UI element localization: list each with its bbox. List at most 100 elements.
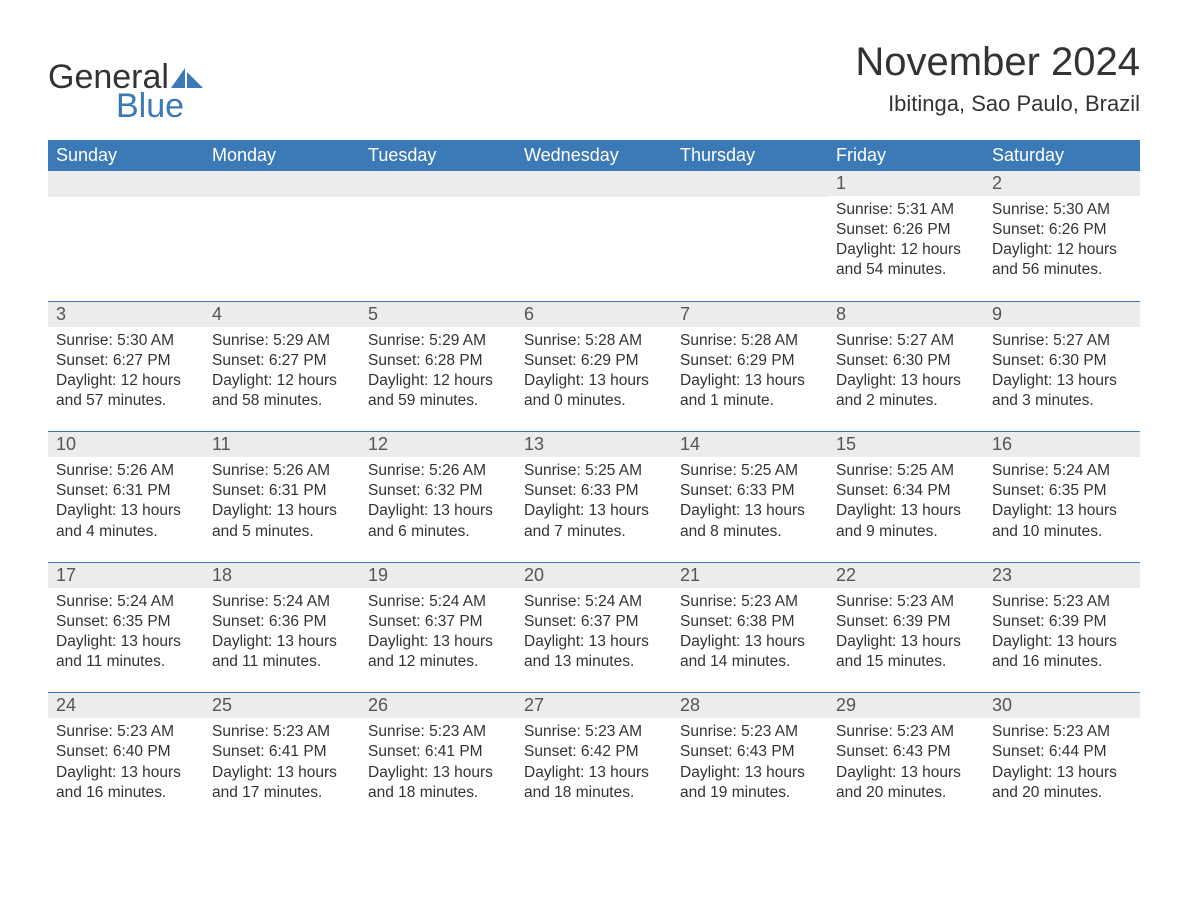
sunrise-text: Sunrise: 5:29 AM bbox=[212, 331, 352, 351]
day-number: 27 bbox=[516, 693, 672, 718]
day-cell: 13Sunrise: 5:25 AMSunset: 6:33 PMDayligh… bbox=[516, 432, 672, 548]
sunset-text: Sunset: 6:36 PM bbox=[212, 612, 352, 632]
day-number: 18 bbox=[204, 563, 360, 588]
day-body: Sunrise: 5:24 AMSunset: 6:37 PMDaylight:… bbox=[360, 588, 516, 679]
day-body: Sunrise: 5:26 AMSunset: 6:32 PMDaylight:… bbox=[360, 457, 516, 548]
daylight-text: Daylight: 13 hours and 17 minutes. bbox=[212, 763, 352, 803]
day-body: Sunrise: 5:23 AMSunset: 6:43 PMDaylight:… bbox=[828, 718, 984, 809]
day-cell: 16Sunrise: 5:24 AMSunset: 6:35 PMDayligh… bbox=[984, 432, 1140, 548]
week-row: 10Sunrise: 5:26 AMSunset: 6:31 PMDayligh… bbox=[48, 431, 1140, 548]
daylight-text: Daylight: 12 hours and 54 minutes. bbox=[836, 240, 976, 280]
daylight-text: Daylight: 13 hours and 15 minutes. bbox=[836, 632, 976, 672]
day-cell: 22 Sunrise: 5:23 AMSunset: 6:39 PMDayligh… bbox=[828, 563, 984, 679]
daylight-text: Daylight: 13 hours and 0 minutes. bbox=[524, 371, 664, 411]
logo-text-blue: Blue bbox=[116, 87, 184, 126]
logo-sail-icon bbox=[171, 66, 205, 88]
sunset-text: Sunset: 6:42 PM bbox=[524, 742, 664, 762]
sunrise-text: Sunrise: 5:29 AM bbox=[368, 331, 508, 351]
daylight-text: Daylight: 13 hours and 11 minutes. bbox=[56, 632, 196, 672]
weekday-header: Monday bbox=[204, 140, 360, 171]
day-cell bbox=[204, 171, 360, 287]
day-body: Sunrise: 5:23 AMSunset: 6:44 PMDaylight:… bbox=[984, 718, 1140, 809]
day-body: Sunrise: 5:26 AMSunset: 6:31 PMDaylight:… bbox=[48, 457, 204, 548]
day-number: 19 bbox=[360, 563, 516, 588]
sunrise-text: Sunrise: 5:23 AM bbox=[992, 592, 1132, 612]
sunset-text: Sunset: 6:29 PM bbox=[524, 351, 664, 371]
day-cell: 21Sunrise: 5:23 AMSunset: 6:38 PMDayligh… bbox=[672, 563, 828, 679]
day-cell: 18Sunrise: 5:24 AMSunset: 6:36 PMDayligh… bbox=[204, 563, 360, 679]
day-number: 14 bbox=[672, 432, 828, 457]
day-number: 5 bbox=[360, 302, 516, 327]
sunrise-text: Sunrise: 5:27 AM bbox=[836, 331, 976, 351]
day-number: 11 bbox=[204, 432, 360, 457]
day-number: 21 bbox=[672, 563, 828, 588]
day-body: Sunrise: 5:29 AMSunset: 6:28 PMDaylight:… bbox=[360, 327, 516, 418]
sunset-text: Sunset: 6:30 PM bbox=[836, 351, 976, 371]
day-number-empty bbox=[48, 171, 204, 197]
weekday-header-row: SundayMondayTuesdayWednesdayThursdayFrid… bbox=[48, 140, 1140, 171]
day-cell bbox=[360, 171, 516, 287]
week-row: 24Sunrise: 5:23 AMSunset: 6:40 PMDayligh… bbox=[48, 692, 1140, 809]
sunset-text: Sunset: 6:38 PM bbox=[680, 612, 820, 632]
daylight-text: Daylight: 13 hours and 2 minutes. bbox=[836, 371, 976, 411]
sunset-text: Sunset: 6:35 PM bbox=[56, 612, 196, 632]
day-cell: 7Sunrise: 5:28 AMSunset: 6:29 PMDaylight… bbox=[672, 302, 828, 418]
day-number: 15 bbox=[828, 432, 984, 457]
day-cell: 27Sunrise: 5:23 AMSunset: 6:42 PMDayligh… bbox=[516, 693, 672, 809]
day-body: Sunrise: 5:23 AMSunset: 6:41 PMDaylight:… bbox=[360, 718, 516, 809]
day-body: Sunrise: 5:24 AMSunset: 6:35 PMDaylight:… bbox=[48, 588, 204, 679]
sunset-text: Sunset: 6:33 PM bbox=[680, 481, 820, 501]
sunset-text: Sunset: 6:34 PM bbox=[836, 481, 976, 501]
day-number-empty bbox=[204, 171, 360, 197]
sunset-text: Sunset: 6:41 PM bbox=[368, 742, 508, 762]
day-body: Sunrise: 5:28 AMSunset: 6:29 PMDaylight:… bbox=[672, 327, 828, 418]
daylight-text: Daylight: 13 hours and 1 minute. bbox=[680, 371, 820, 411]
day-body: Sunrise: 5:24 AMSunset: 6:35 PMDaylight:… bbox=[984, 457, 1140, 548]
daylight-text: Daylight: 13 hours and 20 minutes. bbox=[992, 763, 1132, 803]
day-cell: 4Sunrise: 5:29 AMSunset: 6:27 PMDaylight… bbox=[204, 302, 360, 418]
calendar: SundayMondayTuesdayWednesdayThursdayFrid… bbox=[48, 140, 1140, 809]
day-body: Sunrise: 5:24 AMSunset: 6:37 PMDaylight:… bbox=[516, 588, 672, 679]
day-body: Sunrise: 5:31 AMSunset: 6:26 PMDaylight:… bbox=[828, 196, 984, 287]
sunset-text: Sunset: 6:30 PM bbox=[992, 351, 1132, 371]
day-cell: 5Sunrise: 5:29 AMSunset: 6:28 PMDaylight… bbox=[360, 302, 516, 418]
sunrise-text: Sunrise: 5:26 AM bbox=[368, 461, 508, 481]
sunrise-text: Sunrise: 5:23 AM bbox=[836, 592, 976, 612]
weekday-header: Friday bbox=[828, 140, 984, 171]
day-cell: 14Sunrise: 5:25 AMSunset: 6:33 PMDayligh… bbox=[672, 432, 828, 548]
logo: General Blue bbox=[48, 40, 205, 126]
day-number: 1 bbox=[828, 171, 984, 196]
sunset-text: Sunset: 6:31 PM bbox=[212, 481, 352, 501]
day-number: 13 bbox=[516, 432, 672, 457]
sunrise-text: Sunrise: 5:23 AM bbox=[368, 722, 508, 742]
sunset-text: Sunset: 6:32 PM bbox=[368, 481, 508, 501]
day-cell: 10Sunrise: 5:26 AMSunset: 6:31 PMDayligh… bbox=[48, 432, 204, 548]
day-number: 26 bbox=[360, 693, 516, 718]
day-number: 7 bbox=[672, 302, 828, 327]
day-body: Sunrise: 5:23 AMSunset: 6:39 PMDaylight:… bbox=[984, 588, 1140, 679]
day-number: 22 bbox=[828, 563, 984, 588]
day-cell: 8Sunrise: 5:27 AMSunset: 6:30 PMDaylight… bbox=[828, 302, 984, 418]
day-cell: 9Sunrise: 5:27 AMSunset: 6:30 PMDaylight… bbox=[984, 302, 1140, 418]
sunrise-text: Sunrise: 5:24 AM bbox=[368, 592, 508, 612]
sunrise-text: Sunrise: 5:23 AM bbox=[992, 722, 1132, 742]
day-cell bbox=[516, 171, 672, 287]
sunrise-text: Sunrise: 5:25 AM bbox=[836, 461, 976, 481]
daylight-text: Daylight: 13 hours and 4 minutes. bbox=[56, 501, 196, 541]
day-cell: 20Sunrise: 5:24 AMSunset: 6:37 PMDayligh… bbox=[516, 563, 672, 679]
sunset-text: Sunset: 6:26 PM bbox=[836, 220, 976, 240]
day-number: 9 bbox=[984, 302, 1140, 327]
sunset-text: Sunset: 6:26 PM bbox=[992, 220, 1132, 240]
weekday-header: Thursday bbox=[672, 140, 828, 171]
day-body: Sunrise: 5:25 AMSunset: 6:33 PMDaylight:… bbox=[672, 457, 828, 548]
day-number-empty bbox=[516, 171, 672, 197]
daylight-text: Daylight: 12 hours and 59 minutes. bbox=[368, 371, 508, 411]
day-number: 12 bbox=[360, 432, 516, 457]
sunset-text: Sunset: 6:28 PM bbox=[368, 351, 508, 371]
daylight-text: Daylight: 13 hours and 18 minutes. bbox=[368, 763, 508, 803]
weekday-header: Saturday bbox=[984, 140, 1140, 171]
sunrise-text: Sunrise: 5:25 AM bbox=[524, 461, 664, 481]
day-body: Sunrise: 5:29 AMSunset: 6:27 PMDaylight:… bbox=[204, 327, 360, 418]
sunset-text: Sunset: 6:39 PM bbox=[836, 612, 976, 632]
sunset-text: Sunset: 6:43 PM bbox=[680, 742, 820, 762]
